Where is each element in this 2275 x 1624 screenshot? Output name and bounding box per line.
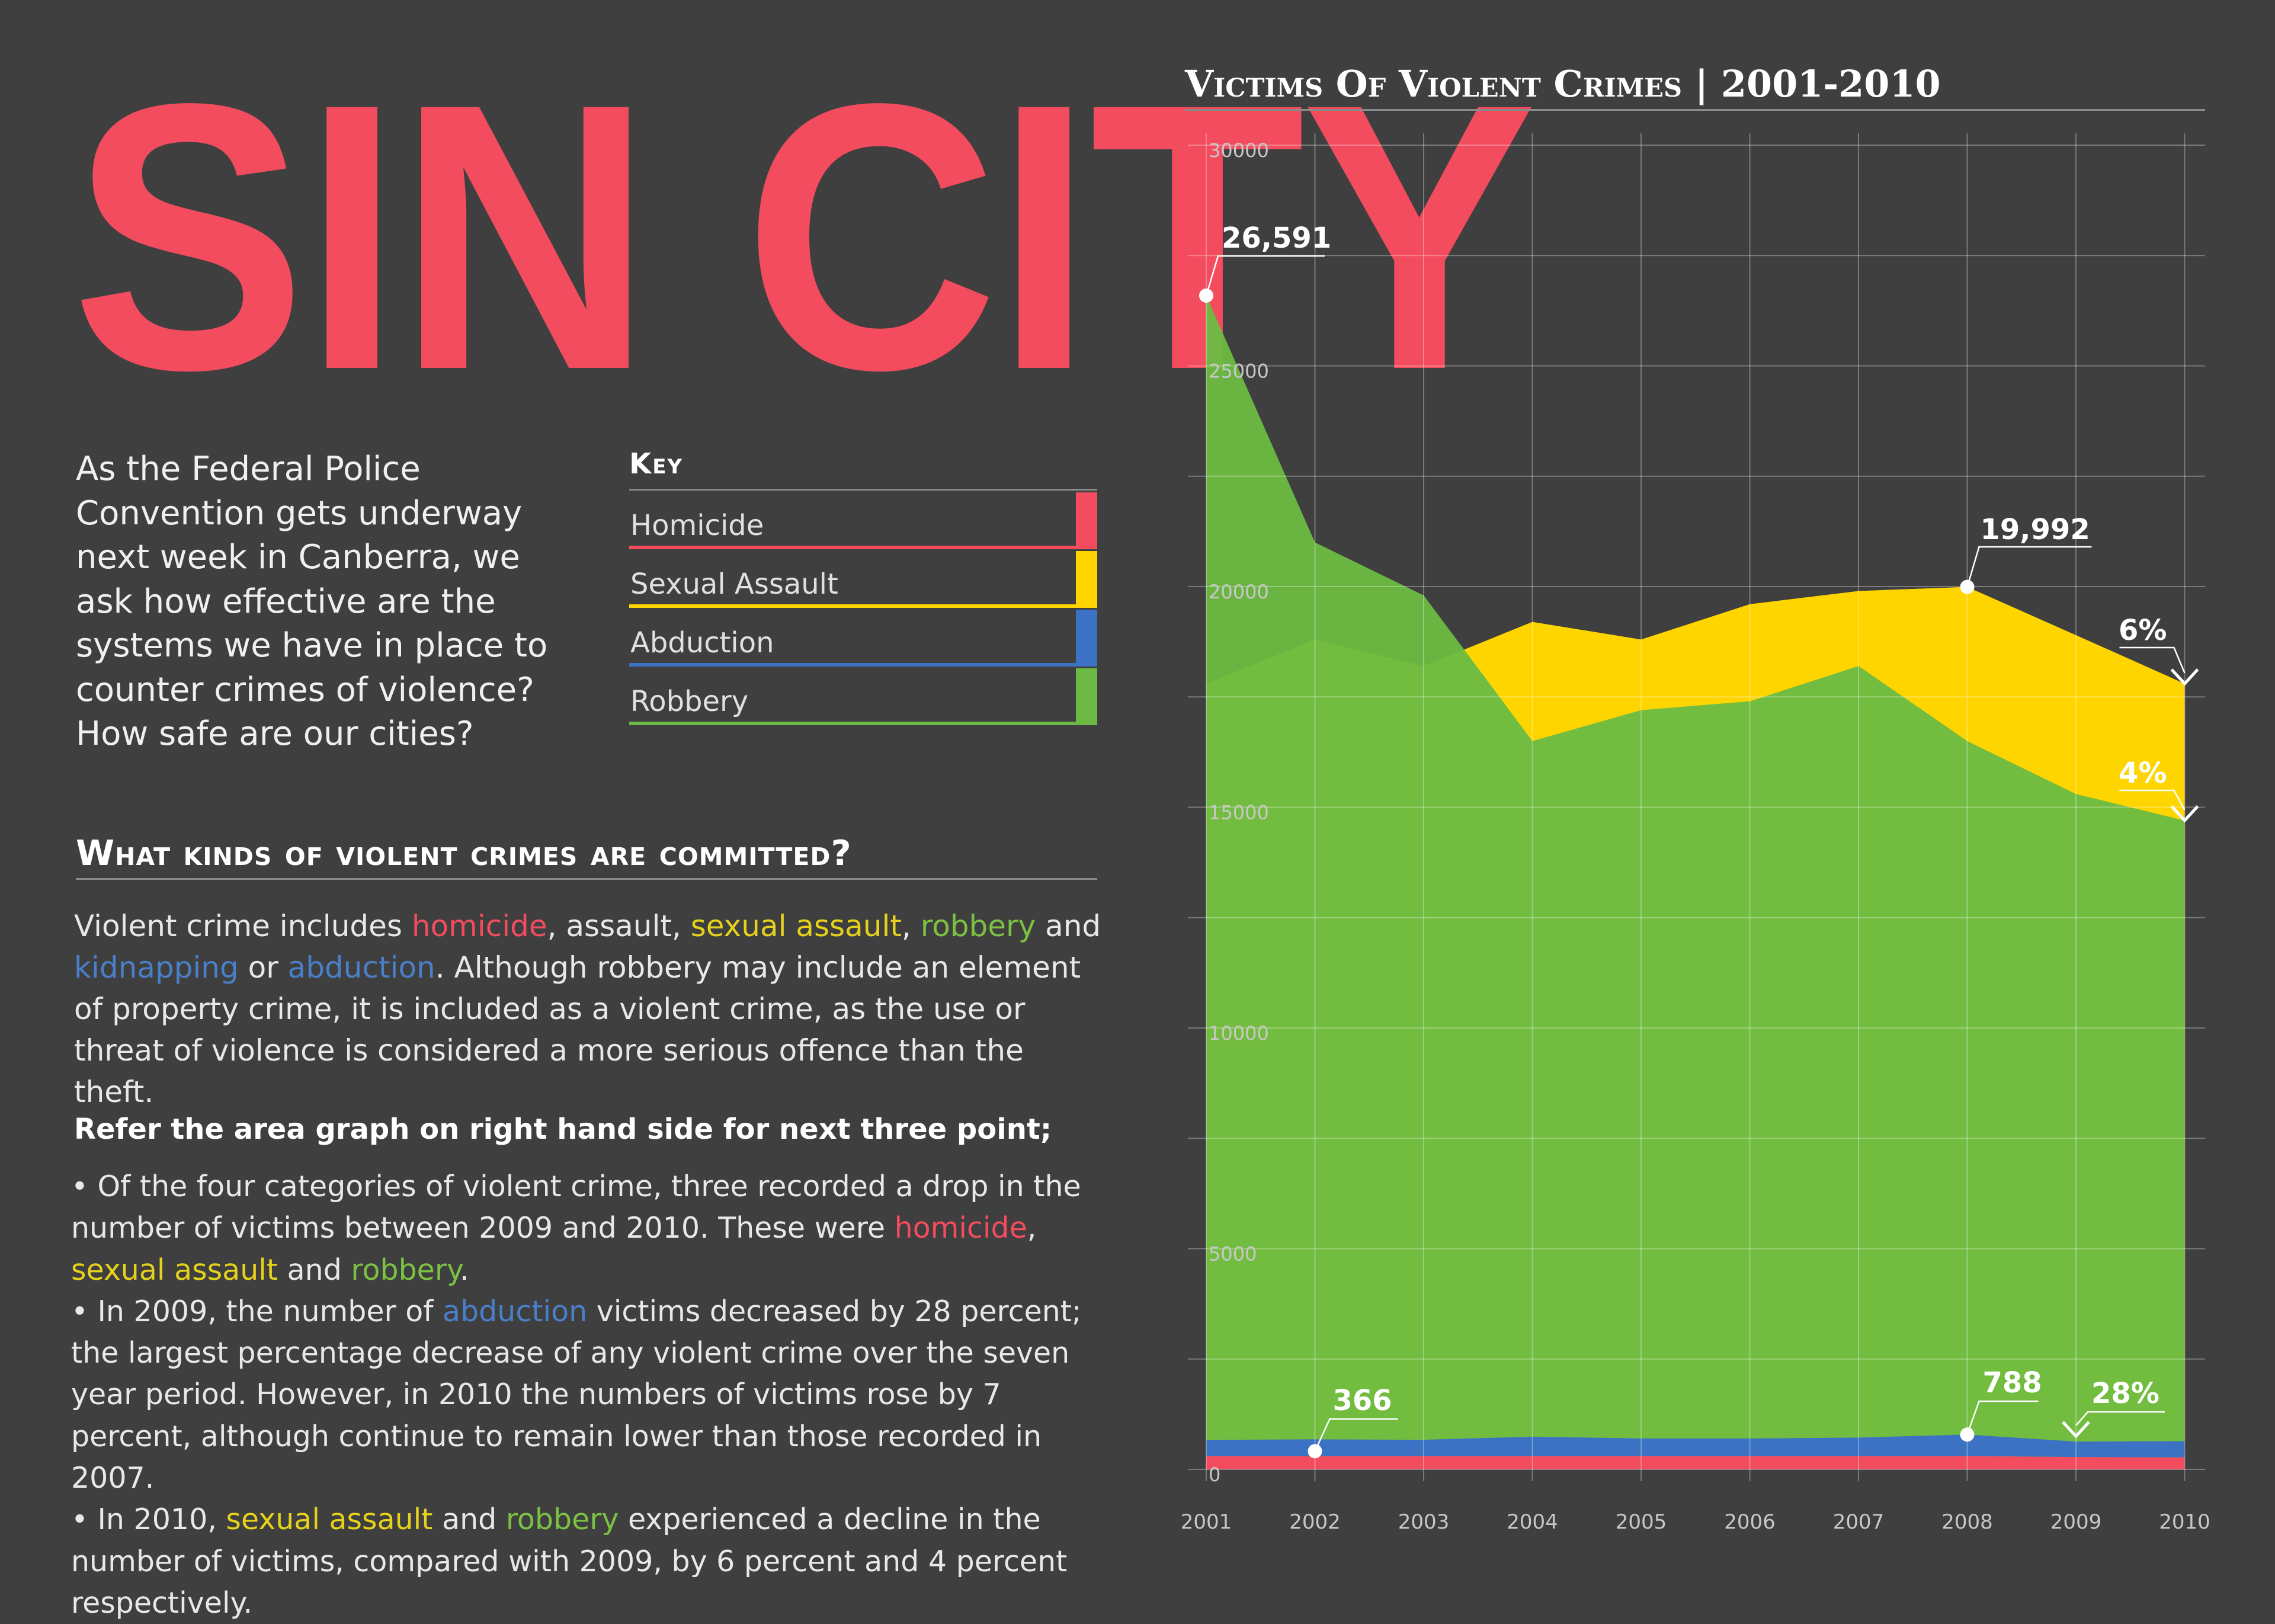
annotation-chevron: [2170, 805, 2199, 823]
key-swatch-abduction: [1076, 610, 1097, 667]
annotation-chevron: [2170, 668, 2199, 686]
key-swatch-sexual-assault: [1076, 551, 1097, 608]
annotation-label: 788: [1983, 1366, 2042, 1399]
y-tick-label: 25000: [1209, 360, 1269, 383]
y-tick-label: 10000: [1209, 1022, 1269, 1045]
key-label-abduction: Abduction: [630, 626, 774, 659]
key-label-homicide: Homicide: [630, 509, 764, 542]
annotation-label: 28%: [2091, 1377, 2159, 1410]
bullet-text: • In 2010,: [71, 1503, 226, 1537]
bullet-text: and: [278, 1253, 351, 1287]
highlight-abduction: abduction: [287, 950, 435, 985]
bullet-text: .: [459, 1253, 469, 1287]
annotation-label: 366: [1333, 1384, 1392, 1417]
x-tick-label: 2002: [1289, 1510, 1341, 1534]
annotation-leader: [2075, 1411, 2165, 1426]
y-tick-label: 15000: [1209, 802, 1269, 824]
annotation-label: 4%: [2119, 757, 2167, 790]
series-abduction-area: [1206, 1434, 2185, 1458]
key-line-robbery: [629, 722, 1097, 725]
x-tick-label: 2008: [1941, 1510, 1993, 1534]
bullet-text: and: [432, 1503, 506, 1537]
series-homicide-area: [1206, 1456, 2185, 1469]
y-tick-label: 0: [1209, 1463, 1220, 1486]
key-line-sexual-assault: [629, 604, 1097, 608]
para-text: and: [1036, 909, 1101, 943]
key-line-abduction: [629, 663, 1097, 667]
section-heading: What kinds of violent crimes are committ…: [76, 832, 1097, 880]
key-item-robbery: Robbery: [629, 667, 1097, 725]
highlight-homicide: homicide: [894, 1211, 1027, 1245]
bullet-3: • In 2010, sexual assault and robbery ex…: [71, 1499, 1108, 1624]
para-text: Violent crime includes: [74, 909, 412, 943]
annotation-label: 6%: [2119, 614, 2167, 647]
x-tick-label: 2003: [1398, 1510, 1450, 1534]
highlight-robbery: robbery: [920, 909, 1036, 943]
para-text: , assault,: [547, 909, 691, 943]
para-text: or: [238, 950, 288, 985]
highlight-sexual-assault: sexual assault: [226, 1503, 433, 1537]
highlight-robbery: robbery: [505, 1503, 619, 1537]
annotation-leader: [1966, 546, 2092, 587]
x-tick-label: 2007: [1833, 1510, 1885, 1534]
para-text: . Although robbery may include an elemen…: [74, 950, 1081, 1109]
x-tick-label: 2005: [1616, 1510, 1667, 1534]
bullet-list: • Of the four categories of violent crim…: [71, 1166, 1108, 1624]
annotation-leader: [1314, 1418, 1398, 1452]
chart-title: Victims Of Violent Crimes | 2001-2010: [1185, 62, 2205, 111]
highlight-sexual-assault: sexual assault: [71, 1253, 278, 1287]
bullet-text: • Of the four categories of violent crim…: [71, 1170, 1081, 1245]
key-label-sexual-assault: Sexual Assault: [630, 568, 838, 601]
bullet-2: • In 2009, the number of abduction victi…: [71, 1291, 1108, 1499]
bullet-text: • In 2009, the number of: [71, 1294, 443, 1328]
x-tick-label: 2004: [1507, 1510, 1558, 1534]
annotation-label: 19,992: [1981, 513, 2090, 546]
bullet-text: ,: [1027, 1211, 1037, 1245]
key-swatch-robbery: [1076, 668, 1097, 725]
highlight-homicide: homicide: [411, 909, 547, 943]
x-tick-label: 2010: [2159, 1510, 2210, 1534]
key-item-abduction: Abduction: [629, 608, 1097, 667]
bullet-1: • Of the four categories of violent crim…: [71, 1166, 1108, 1291]
highlight-sexual-assault: sexual assault: [690, 909, 902, 943]
x-tick-label: 2001: [1181, 1510, 1232, 1534]
highlight-robbery: robbery: [351, 1253, 460, 1287]
y-tick-label: 20000: [1209, 581, 1269, 603]
highlight-abduction: abduction: [443, 1294, 588, 1328]
x-tick-label: 2006: [1724, 1510, 1776, 1534]
series-robbery-area: [1206, 295, 2185, 1470]
key-item-sexual-assault: Sexual Assault: [629, 549, 1097, 608]
annotation-leader: [1966, 1400, 2039, 1435]
definition-paragraph: Violent crime includes homicide, assault…: [74, 905, 1105, 1113]
key-line-homicide: [629, 546, 1097, 549]
y-tick-label: 30000: [1209, 139, 1269, 162]
annotation-leader: [2119, 646, 2186, 674]
legend-key: Key Homicide Sexual Assault Abduction Ro…: [629, 447, 1097, 725]
annotation-leader: [2119, 789, 2186, 811]
key-item-homicide: Homicide: [629, 491, 1097, 549]
annotation-chevron: [2062, 1421, 2090, 1439]
intro-text: As the Federal Police Convention gets un…: [76, 450, 548, 753]
para-text: ,: [901, 909, 921, 943]
highlight-kidnapping: kidnapping: [74, 950, 239, 985]
annotation-leader: [1205, 255, 1325, 296]
bullet-text: victims decreased by 28 percent; the lar…: [71, 1294, 1082, 1495]
annotation-label: 26,591: [1222, 222, 1331, 255]
y-tick-label: 5000: [1209, 1243, 1257, 1266]
key-title: Key: [629, 447, 1097, 491]
key-label-robbery: Robbery: [630, 685, 749, 718]
refer-heading: Refer the area graph on right hand side …: [74, 1113, 1052, 1146]
key-swatch-homicide: [1076, 492, 1097, 549]
x-tick-label: 2009: [2050, 1510, 2102, 1534]
